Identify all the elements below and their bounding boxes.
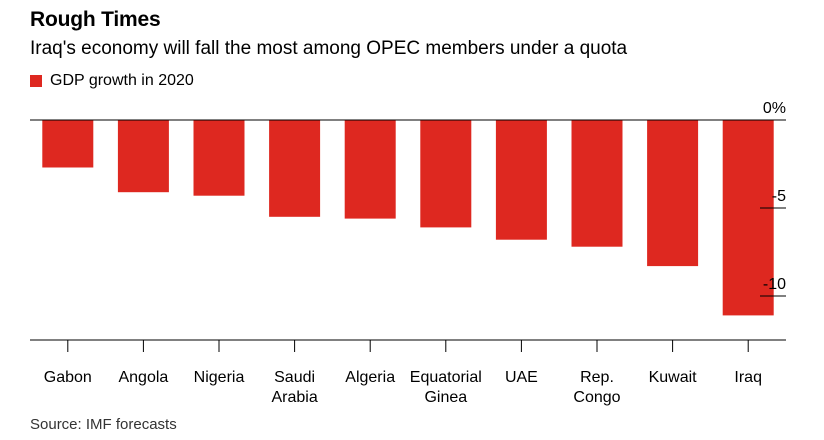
bar xyxy=(42,120,94,168)
bar xyxy=(193,120,245,196)
x-tick-label: Kuwait xyxy=(649,369,698,386)
x-tick-label: Rep. Congo xyxy=(573,369,620,406)
bar xyxy=(495,120,547,240)
x-tick-label: Equatorial Ginea xyxy=(410,369,482,406)
bar xyxy=(344,120,396,219)
bar xyxy=(420,120,472,228)
x-tick-label: UAE xyxy=(505,369,538,386)
bar xyxy=(722,120,774,316)
legend-swatch xyxy=(30,75,42,87)
x-tick-label: Iraq xyxy=(734,369,762,386)
x-tick-label: Algeria xyxy=(345,369,395,386)
x-tick-label: Angola xyxy=(118,369,168,386)
x-tick-label: Saudi Arabia xyxy=(271,369,317,406)
chart-title: Rough Times xyxy=(30,8,161,31)
legend-label: GDP growth in 2020 xyxy=(50,72,194,89)
y-tick-label: -10 xyxy=(763,276,786,293)
y-tick-label: 0% xyxy=(763,100,786,117)
legend: GDP growth in 2020 xyxy=(30,72,194,90)
bar xyxy=(269,120,321,217)
bar xyxy=(647,120,699,267)
x-tick-label: Nigeria xyxy=(194,369,245,386)
chart-subtitle: Iraq's economy will fall the most among … xyxy=(30,38,628,59)
y-tick-label: -5 xyxy=(772,188,786,205)
bar xyxy=(571,120,623,247)
x-tick-label: Gabon xyxy=(44,369,92,386)
bar xyxy=(117,120,169,193)
source-note: Source: IMF forecasts xyxy=(30,416,177,433)
